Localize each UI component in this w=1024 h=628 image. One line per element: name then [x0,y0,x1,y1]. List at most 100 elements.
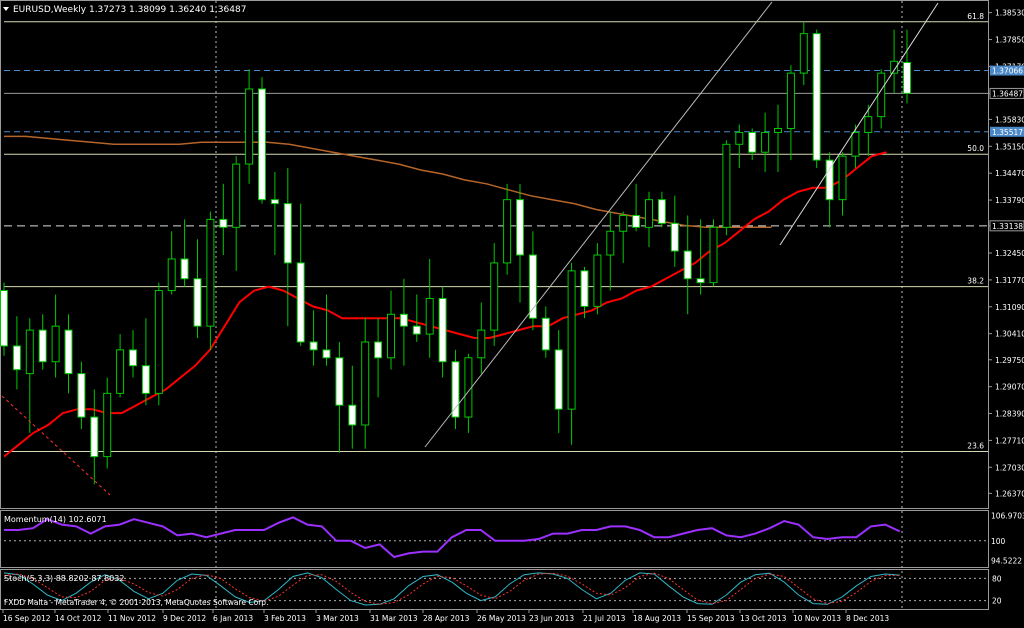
trendlines[interactable] [1,1,939,496]
candle[interactable] [748,128,757,161]
stoch-panel-frame [0,569,989,610]
candle[interactable] [864,104,873,157]
candle[interactable] [541,306,550,358]
candle[interactable] [903,29,911,104]
candle[interactable] [167,231,176,295]
candle[interactable] [696,219,705,295]
candle[interactable] [735,124,744,169]
price-axis-label: 1.34470 [995,169,1024,178]
candle[interactable] [258,77,266,204]
candle[interactable] [193,239,202,339]
candle[interactable] [490,243,499,346]
candle[interactable] [774,104,782,172]
candle[interactable] [51,294,60,378]
trendline-rising-channel[interactable] [424,1,773,448]
candle[interactable] [890,29,899,93]
candle[interactable] [309,310,318,366]
trendline-recent-support[interactable] [779,2,939,246]
candle[interactable] [206,211,215,350]
candle[interactable] [851,124,860,169]
price-axis-label: 1.32450 [995,249,1024,258]
candle[interactable] [141,318,150,406]
candle[interactable] [103,377,112,469]
candle-body-bear [554,349,563,410]
candle[interactable] [709,219,718,287]
price-axis-label: 1.38530 [995,9,1024,18]
candle[interactable] [335,341,344,453]
candle[interactable] [12,316,21,390]
candle[interactable] [438,286,447,378]
candle[interactable] [580,266,589,319]
candle[interactable] [232,156,241,271]
candle[interactable] [567,262,576,445]
candle[interactable] [219,183,228,255]
candle[interactable] [645,191,653,248]
candle[interactable] [64,314,73,394]
menu-triangle-icon[interactable] [3,7,9,11]
candle[interactable] [632,183,641,232]
candle[interactable] [425,258,434,358]
candle[interactable] [283,168,292,327]
candle[interactable] [90,389,99,485]
candle[interactable] [116,334,125,398]
candle[interactable] [528,231,537,331]
candle-body-bear [825,159,834,201]
candle[interactable] [387,290,395,370]
candle-body-bull [786,72,795,129]
candle[interactable] [38,314,47,370]
candle[interactable] [683,215,692,315]
trendline-dashed-red[interactable] [1,395,111,496]
candle[interactable] [503,183,512,275]
candle[interactable] [25,318,34,433]
candle[interactable] [348,365,357,449]
candle[interactable] [374,318,383,398]
candlestick-series[interactable] [0,21,911,485]
candle[interactable] [451,349,460,429]
candle[interactable] [761,112,770,172]
candle-body-bear [64,329,73,375]
candle[interactable] [657,191,666,228]
candle[interactable] [722,140,731,236]
candle-body-bull [116,349,125,394]
candle[interactable] [270,171,279,255]
candle[interactable] [619,211,628,263]
candle[interactable] [593,243,602,315]
candle-body-bull [25,329,34,375]
stoch-title: Stoch(5,3,3) 88.8202 87.8032 [4,574,124,583]
candle[interactable] [516,183,524,303]
candle[interactable] [412,294,421,342]
candle[interactable] [154,282,163,406]
candle[interactable] [554,330,563,433]
candle[interactable] [0,282,8,356]
candle[interactable] [180,219,189,287]
candle-body-bear [541,317,550,351]
candle-body-bear [296,262,305,343]
candle[interactable] [477,302,486,374]
candle[interactable] [670,195,679,267]
price-axis-label: 1.31770 [995,276,1024,285]
price-axis-label: 1.27710 [995,436,1024,445]
candle[interactable] [825,152,834,228]
candle[interactable] [129,330,137,378]
candle[interactable] [812,29,821,169]
candle-body-bear [412,325,421,335]
copyright-text: FXDD Malta - MetaTrader 4, © 2001-2013, … [4,598,268,607]
candle-body-bull [503,199,512,264]
candle[interactable] [838,152,847,216]
price-marker-box: 1.36487 [989,87,1024,99]
candle[interactable] [786,65,795,161]
candle[interactable] [606,211,615,291]
candle[interactable] [322,294,331,366]
candle[interactable] [77,361,86,429]
candle[interactable] [245,69,254,184]
candle[interactable] [399,278,408,366]
candle-body-bull [477,329,486,359]
indicator-layer [3,516,988,606]
candle-body-bull [709,226,718,284]
candle[interactable] [296,203,305,346]
candle[interactable] [799,21,808,86]
candle[interactable] [361,318,370,449]
chart-title: EURUSD,Weekly 1.37273 1.38099 1.36240 1.… [13,5,246,15]
